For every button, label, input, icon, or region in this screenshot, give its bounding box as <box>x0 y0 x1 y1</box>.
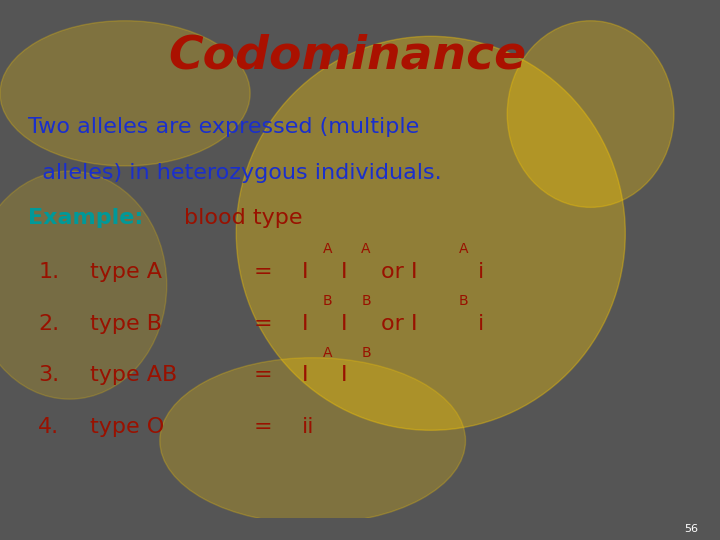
Text: type B: type B <box>90 314 162 334</box>
Text: I: I <box>341 262 347 282</box>
Text: A: A <box>361 242 371 256</box>
Text: Two alleles are expressed (multiple: Two alleles are expressed (multiple <box>28 117 419 137</box>
Text: B: B <box>361 346 371 360</box>
Text: =: = <box>253 417 272 437</box>
Ellipse shape <box>0 171 167 399</box>
Text: A: A <box>459 242 468 256</box>
Text: =: = <box>253 314 272 334</box>
Text: type O: type O <box>90 417 165 437</box>
Text: 1.: 1. <box>38 262 59 282</box>
Ellipse shape <box>507 21 674 207</box>
Text: type AB: type AB <box>90 366 178 386</box>
Text: B: B <box>459 294 468 308</box>
Text: I: I <box>341 366 347 386</box>
Ellipse shape <box>0 21 250 166</box>
Text: or I: or I <box>381 262 418 282</box>
Text: blood type: blood type <box>184 208 302 228</box>
Text: Codominance: Codominance <box>168 33 526 79</box>
Text: =: = <box>253 366 272 386</box>
Text: 56: 56 <box>685 523 698 534</box>
Text: B: B <box>323 294 333 308</box>
Text: 4.: 4. <box>38 417 59 437</box>
Text: alleles) in heterozygous individuals.: alleles) in heterozygous individuals. <box>28 163 441 183</box>
Text: I: I <box>302 366 309 386</box>
Text: ii: ii <box>302 417 315 437</box>
Ellipse shape <box>236 36 625 430</box>
Text: or I: or I <box>381 314 418 334</box>
Text: A: A <box>323 242 333 256</box>
Text: type A: type A <box>90 262 162 282</box>
Text: 2.: 2. <box>38 314 59 334</box>
Text: B: B <box>361 294 371 308</box>
Text: =: = <box>253 262 272 282</box>
Text: i: i <box>478 314 485 334</box>
Text: I: I <box>302 314 309 334</box>
Text: 3.: 3. <box>38 366 59 386</box>
Text: A: A <box>323 346 333 360</box>
Text: i: i <box>478 262 485 282</box>
Text: I: I <box>341 314 347 334</box>
Ellipse shape <box>160 357 466 524</box>
Text: I: I <box>302 262 309 282</box>
Text: Example:: Example: <box>28 208 143 228</box>
